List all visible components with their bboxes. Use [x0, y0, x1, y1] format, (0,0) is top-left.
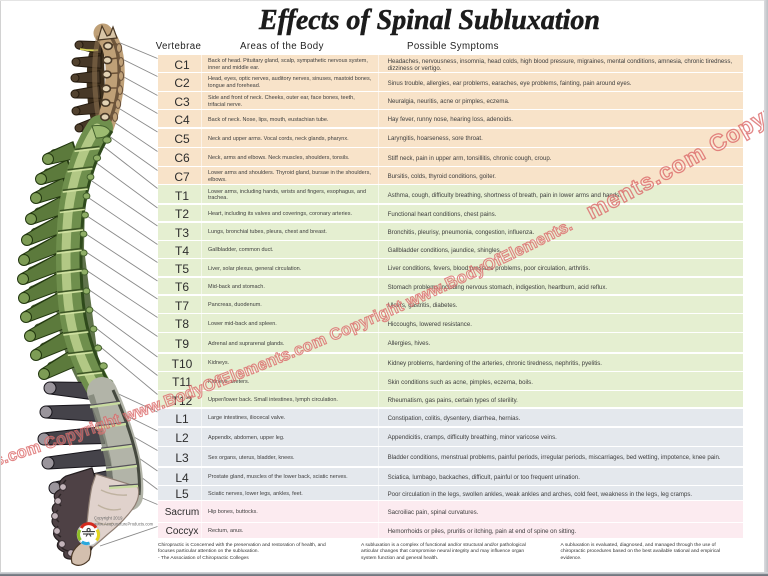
svg-text:Copyright 2019: Copyright 2019: [94, 516, 123, 521]
svg-text:ments.com Copyright www: ments.com Copyright www: [0, 0, 768, 224]
svg-text:s.com Copyright www.BodyOfElem: s.com Copyright www.BodyOfElements.com C…: [0, 216, 576, 470]
svg-text:www.AcupunctureProducts.com: www.AcupunctureProducts.com: [94, 522, 154, 527]
